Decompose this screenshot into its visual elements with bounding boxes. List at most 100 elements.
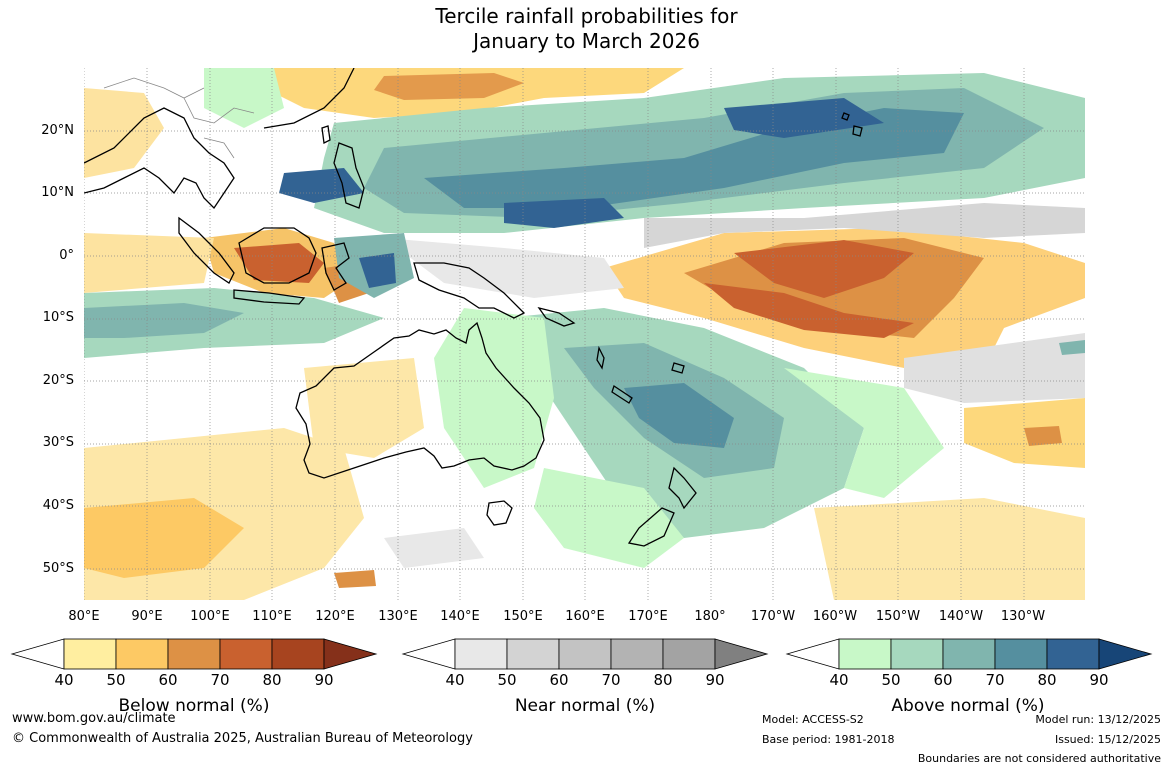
south-pacific-wet-strong (624, 383, 734, 448)
tasmania-coastline (486, 500, 513, 526)
colorbar-tick: 40 (54, 671, 74, 689)
asia-boundary-3 (203, 137, 235, 159)
lon-label: 130°E (378, 609, 418, 624)
colorbar-segment (271, 638, 325, 670)
north-pacific-wet-strong (424, 108, 964, 208)
title-line-2: January to March 2026 (473, 29, 700, 53)
colorbar-segment (890, 638, 944, 670)
colorbar-segment (838, 638, 892, 670)
colorbar-segment (454, 638, 508, 670)
colorbar-tick: 70 (985, 671, 1005, 689)
colorbar-segment (1046, 638, 1100, 670)
above-colorbar-svg (785, 638, 1153, 670)
sulawesi-coastline (321, 242, 350, 291)
colorbar-tick: 90 (314, 671, 334, 689)
title-line-1: Tercile rainfall probabilities for (435, 4, 738, 28)
lat-label: 0° (59, 248, 74, 263)
western-pacific-wet-core (504, 198, 624, 228)
probability-map (84, 68, 1085, 600)
colorbar-low-extension (401, 638, 456, 670)
new-zealand-north-island (668, 466, 697, 510)
equatorial-indian-dry (84, 233, 214, 293)
colorbar-tick: 70 (601, 671, 621, 689)
colorbar-segment (167, 638, 221, 670)
lon-label: 80°E (68, 609, 100, 624)
boundaries-disclaimer: Boundaries are not considered authoritat… (917, 752, 1161, 765)
lon-label: 140°W (938, 609, 984, 624)
asia-boundary-1 (103, 77, 205, 99)
colorbar-low-extension (10, 638, 65, 670)
southeast-pacific-dry-spot (1024, 426, 1062, 446)
above-normal-label: Above normal (%) (891, 696, 1045, 716)
southern-ocean-dry-spot (334, 570, 376, 588)
light-green-tasman (534, 468, 684, 568)
colorbar-tick: 90 (705, 671, 725, 689)
lon-label: 160°W (812, 609, 858, 624)
lon-label: 140°E (440, 609, 480, 624)
lon-label: 150°E (503, 609, 543, 624)
below-normal-label: Below normal (%) (118, 696, 270, 716)
lat-label: 40°S (42, 498, 74, 513)
lon-label: 130°W (1000, 609, 1046, 624)
colorbar-tick: 80 (262, 671, 282, 689)
colorbar-segment (942, 638, 996, 670)
north-pacific-dry-core (374, 73, 524, 100)
below-normal-colorbar (10, 638, 378, 670)
new-zealand-south-island (627, 507, 675, 547)
colorbar-segment (506, 638, 560, 670)
graticule (84, 68, 1085, 600)
borneo-dry-core (234, 243, 324, 283)
lon-label: 120°E (315, 609, 355, 624)
near-normal-label: Near normal (%) (514, 696, 656, 716)
light-green-australia-east (434, 308, 554, 488)
lon-label: 170°W (750, 609, 796, 624)
colorbar-tick: 40 (445, 671, 465, 689)
indian-ocean-wet-mid (84, 303, 244, 338)
colorbar-segment (610, 638, 664, 670)
colorbar-tick: 70 (210, 671, 230, 689)
equatorial-near-normal-band (644, 203, 1085, 248)
colorbar-tick: 60 (933, 671, 953, 689)
western-australia-dry (304, 358, 424, 458)
hawaii-coastline-2 (852, 125, 863, 137)
southern-near-normal-spots (384, 528, 484, 568)
light-green-northwest (204, 68, 284, 128)
philippine-sea-wet-core (279, 168, 364, 203)
lon-label: 90°E (131, 609, 163, 624)
lon-label: 150°W (875, 609, 921, 624)
indian-ocean-dry-northwest (84, 88, 164, 178)
north-central-wet-core (724, 98, 884, 138)
south-indian-ocean-dry-mid (84, 498, 244, 578)
solomon-islands-coastline (537, 306, 576, 327)
lon-label: 110°E (252, 609, 292, 624)
asia-coastline (84, 107, 235, 210)
colorbar-segment (63, 638, 117, 670)
lat-label: 10°N (41, 185, 74, 200)
fiji-coastline (671, 362, 685, 374)
lat-label: 10°S (42, 310, 74, 325)
colorbar-high-extension (714, 638, 769, 670)
colorbar-tick: 50 (881, 671, 901, 689)
above-normal-regions (84, 68, 1085, 568)
light-green-south-pacific (784, 368, 944, 498)
model-run-date: Model run: 13/12/2025 (1035, 713, 1161, 726)
java-coastline (233, 289, 306, 305)
southeast-pacific-wet-spot (1059, 340, 1085, 355)
colorbar-high-extension (323, 638, 378, 670)
south-pacific-dry-east (814, 498, 1085, 600)
china-coastline (263, 68, 355, 129)
near-normal-regions (384, 203, 1085, 568)
australia-coastline (295, 321, 545, 479)
near-colorbar-svg (401, 638, 769, 670)
colorbar-low-extension (785, 638, 840, 670)
coastlines (84, 68, 863, 547)
issued-date: Issued: 15/12/2025 (1054, 733, 1161, 746)
taiwan-coastline (321, 125, 331, 144)
near-normal-colorbar (401, 638, 769, 670)
colorbar-segment (219, 638, 273, 670)
colorbar-segment (558, 638, 612, 670)
lon-label: 180° (694, 609, 726, 624)
central-pacific-dry-core (734, 240, 914, 298)
colorbar-high-extension (1098, 638, 1153, 670)
lat-label: 20°N (41, 123, 74, 138)
